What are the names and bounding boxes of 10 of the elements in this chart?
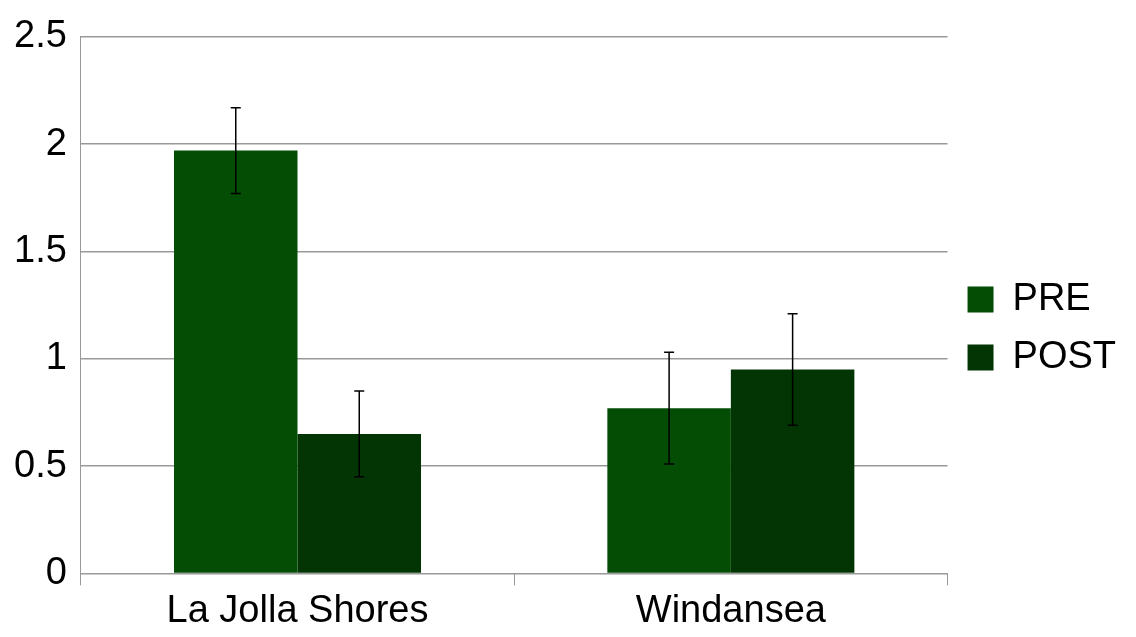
y-tick-label: 2 — [45, 120, 67, 163]
y-tick-label: 2.5 — [14, 13, 67, 56]
y-tick-label: 0 — [45, 549, 67, 592]
x-tick-label: Windansea — [635, 587, 827, 630]
y-tick-label: 1.5 — [14, 227, 67, 270]
legend-label: PRE — [1012, 275, 1091, 318]
y-tick-label: 0.5 — [14, 442, 67, 485]
x-tick-label: La Jolla Shores — [166, 587, 429, 630]
y-tick-label: 1 — [45, 335, 67, 378]
legend-label: POST — [1012, 333, 1117, 376]
